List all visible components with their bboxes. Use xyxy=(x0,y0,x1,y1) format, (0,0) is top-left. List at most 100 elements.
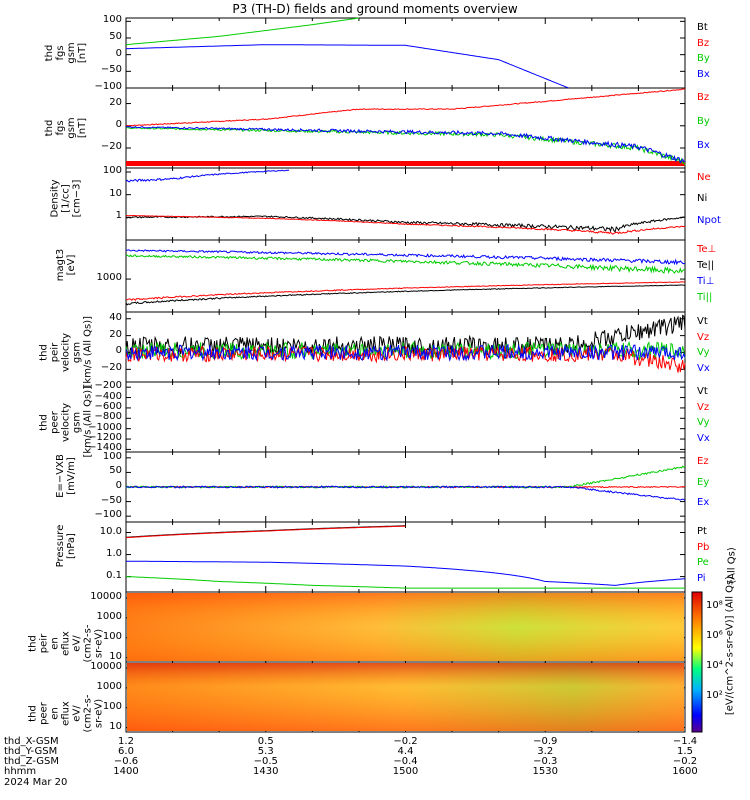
y-tick-label: 10.0 xyxy=(99,525,122,537)
legend-ni: Ni xyxy=(697,193,708,205)
x-tick-label: 0.5 xyxy=(257,736,274,747)
panel-ylabel: thd fgs gsm [nT] xyxy=(44,42,88,64)
panel-frame xyxy=(125,381,686,453)
x-row-label: thd_Y-GSM xyxy=(4,746,58,757)
x-tick-label: −0.3 xyxy=(533,756,558,767)
x-row-label: hhmm xyxy=(4,766,37,777)
panel-ylabel: thd peir velocity gsm [km/s (All Qs)] xyxy=(38,315,94,388)
legend-te: Te⊥ xyxy=(697,244,717,255)
y-tick-label: 10000 xyxy=(90,660,122,672)
y-tick-label: −200 xyxy=(94,380,122,392)
y-tick-label: −400 xyxy=(94,390,122,402)
legend-ez: Ez xyxy=(697,456,709,467)
y-tick-label: 0 xyxy=(115,47,122,59)
legend-ex: Ex xyxy=(697,497,710,509)
x-tick-label: 1600 xyxy=(672,766,698,777)
x-tick-label: 3.2 xyxy=(537,746,554,757)
series-bx xyxy=(125,125,686,164)
legend-vz: Vz xyxy=(697,331,710,343)
plot-title: P3 (TH-D) fields and ground moments over… xyxy=(232,2,518,16)
panel-ylabel: magt3 [eV] xyxy=(55,248,77,282)
panel-peer_vel xyxy=(125,381,686,453)
y-tick-label: −20 xyxy=(100,141,122,152)
x-tick-label: 5.3 xyxy=(257,746,274,757)
legend-ti: Ti|| xyxy=(697,292,713,303)
x-tick-label: 1.5 xyxy=(677,746,693,757)
legend-te: Te|| xyxy=(697,260,715,271)
y-tick-label: −1400 xyxy=(88,442,122,454)
x-tick-label: −0.2 xyxy=(672,756,698,767)
panel-ylabel: Density [1/cc] [cm−3] xyxy=(49,179,83,218)
y-tick-label: 50 xyxy=(109,31,122,42)
y-tick-label: 10 xyxy=(109,720,122,732)
legend-ey: Ey xyxy=(697,476,710,488)
y-tick-label: 40 xyxy=(109,311,122,323)
x-tick-label: −0.4 xyxy=(393,756,418,767)
spectrogram-frame xyxy=(125,661,686,733)
legend-pe: Pe xyxy=(697,557,709,568)
legend-vy: Vy xyxy=(697,347,710,358)
y-tick-label: 10 xyxy=(109,650,122,662)
y-tick-label: 20 xyxy=(109,96,122,108)
y-tick-label: 100 xyxy=(102,14,122,26)
y-tick-label: −1000 xyxy=(88,421,122,433)
y-tick-label: 100 xyxy=(102,164,122,176)
x-tick-label: −1.4 xyxy=(672,736,698,747)
y-tick-label: 1000 xyxy=(96,272,122,284)
legend-vx: Vx xyxy=(697,362,710,374)
x-tick-label: 1500 xyxy=(392,766,419,777)
y-tick-label: 100 xyxy=(102,700,122,712)
series-teperp xyxy=(125,281,686,302)
panel-ylabel: E=−VXB [mV/m] xyxy=(55,454,77,498)
panel-ylabel: thd fgs gsm [nT] xyxy=(44,117,88,139)
y-tick-label: 0 xyxy=(115,118,122,130)
series-tipar xyxy=(125,254,685,275)
y-tick-label: 10 xyxy=(109,187,122,199)
y-tick-label: −20 xyxy=(100,362,122,374)
colorbar-tick: 10² xyxy=(706,690,723,701)
x-tick-label: 1530 xyxy=(532,766,558,777)
x-tick-label: −0.6 xyxy=(113,756,139,767)
panel-fgs_gsm_full xyxy=(125,17,686,89)
colorbar xyxy=(691,591,703,733)
y-tick-label: −800 xyxy=(94,411,122,423)
legend-pi: Pi xyxy=(697,572,706,584)
series-pe xyxy=(126,576,685,589)
series-ne xyxy=(125,214,686,235)
y-tick-label: −100 xyxy=(94,81,122,92)
colorbar-tick: 10⁸ xyxy=(706,600,723,611)
y-tick-label: 100 xyxy=(102,630,122,642)
side-label: (All Qs) xyxy=(726,547,738,584)
y-tick-label: 1.0 xyxy=(106,547,122,559)
series-pb xyxy=(125,525,406,539)
series-npot xyxy=(125,169,290,183)
x-tick-label: −0.2 xyxy=(393,736,418,747)
spectrogram-shading xyxy=(127,663,684,731)
legend-vx: Vx xyxy=(697,432,710,444)
legend-vt: Vt xyxy=(697,386,708,397)
date-label: 2024 Mar 20 xyxy=(4,777,68,788)
y-tick-label: −100 xyxy=(94,509,122,521)
series-bt xyxy=(125,17,359,46)
legend-npot: Npot xyxy=(697,214,721,226)
x-tick-label: 1430 xyxy=(253,766,279,777)
legend-bz: Bz xyxy=(697,92,710,103)
x-tick-label: 1400 xyxy=(113,766,139,777)
series-tiperp xyxy=(125,249,686,266)
legend-vt: Vt xyxy=(697,316,708,327)
colorbar-tick: 10⁶ xyxy=(706,630,723,641)
series-band xyxy=(126,161,685,166)
series-bx xyxy=(125,44,569,89)
legend-by: By xyxy=(697,116,710,127)
panel-ylabel: Pressure [nPa] xyxy=(55,524,77,568)
y-tick-label: 1000 xyxy=(96,610,122,622)
legend-pb: Pb xyxy=(697,541,710,553)
x-tick-label: 6.0 xyxy=(118,746,134,757)
legend-pt: Pt xyxy=(697,526,707,537)
y-tick-label: 0.1 xyxy=(106,569,122,581)
legend-ne: Ne xyxy=(697,172,711,183)
series-pi xyxy=(126,560,686,586)
y-tick-label: 10000 xyxy=(90,590,122,602)
